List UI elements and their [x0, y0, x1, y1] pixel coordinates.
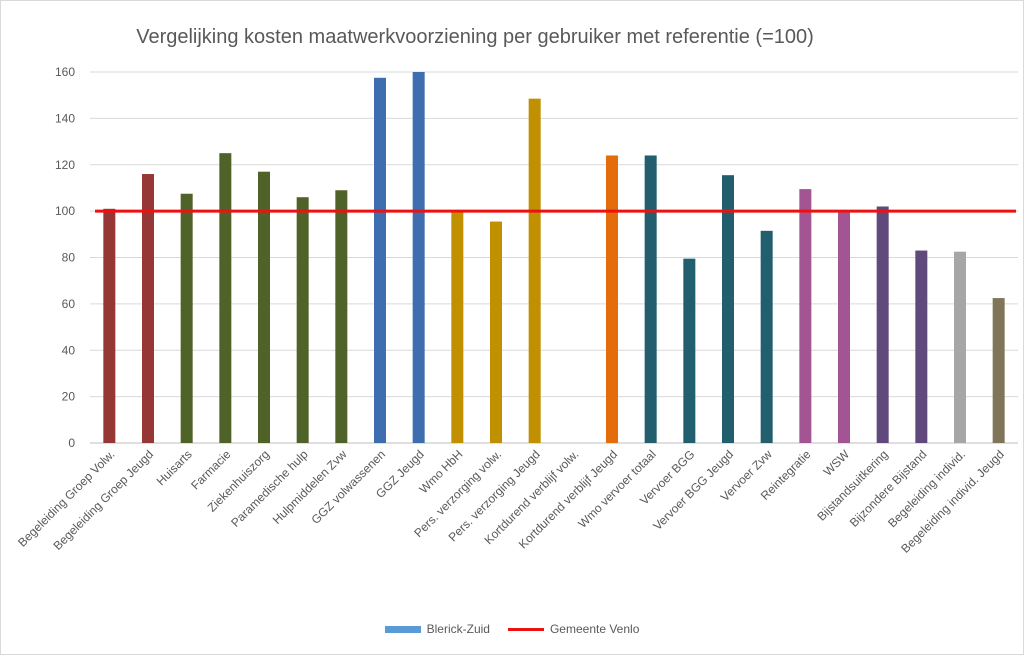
y-tick-label: 60	[62, 297, 76, 311]
bar	[180, 193, 193, 443]
bar	[335, 190, 348, 443]
legend-label-series: Blerick-Zuid	[426, 622, 490, 636]
bar	[219, 153, 232, 443]
y-tick-label: 140	[55, 111, 75, 125]
bar	[838, 211, 850, 443]
bar	[142, 174, 154, 443]
legend-label-reference: Gemeente Venlo	[549, 622, 640, 636]
bar	[412, 72, 425, 443]
bar	[528, 98, 541, 444]
bar	[490, 221, 502, 443]
bar	[722, 175, 734, 443]
legend-swatch-reference	[507, 627, 544, 631]
y-tick-label: 160	[55, 65, 75, 79]
bar	[683, 258, 696, 443]
bar	[374, 77, 386, 443]
bars	[103, 72, 1005, 444]
bar	[915, 250, 928, 443]
x-tick-label: WSW	[821, 447, 853, 479]
bar	[644, 155, 657, 443]
bar	[451, 211, 464, 443]
y-axis-tick-labels: 0 20 40 60 80 100 120 140 160	[55, 65, 75, 450]
x-tick-label: Bijstandsuitkering	[814, 447, 890, 523]
bar	[876, 206, 889, 443]
bar	[954, 251, 966, 443]
y-tick-label: 120	[55, 158, 75, 172]
y-tick-label: 40	[62, 343, 76, 357]
y-tick-label: 100	[55, 204, 75, 218]
y-tick-label: 20	[62, 390, 76, 404]
bar	[760, 230, 773, 443]
x-axis-tick-labels: Begeleiding Groep Volw.Begeleiding Groep…	[15, 447, 1007, 556]
legend-swatch-series	[384, 625, 421, 633]
legend-item-series: Blerick-Zuid	[384, 622, 490, 636]
y-tick-label: 0	[68, 436, 75, 450]
chart-title: Vergelijking kosten maatwerkvoorziening …	[136, 26, 814, 48]
bar	[258, 171, 270, 444]
bar	[296, 197, 309, 443]
bar	[799, 189, 812, 443]
legend-item-reference: Gemeente Venlo	[507, 622, 640, 636]
bar	[606, 155, 618, 443]
bar	[103, 208, 116, 443]
legend: Blerick-Zuid Gemeente Venlo	[0, 622, 1024, 636]
y-tick-label: 80	[62, 251, 76, 265]
bar	[992, 298, 1005, 443]
